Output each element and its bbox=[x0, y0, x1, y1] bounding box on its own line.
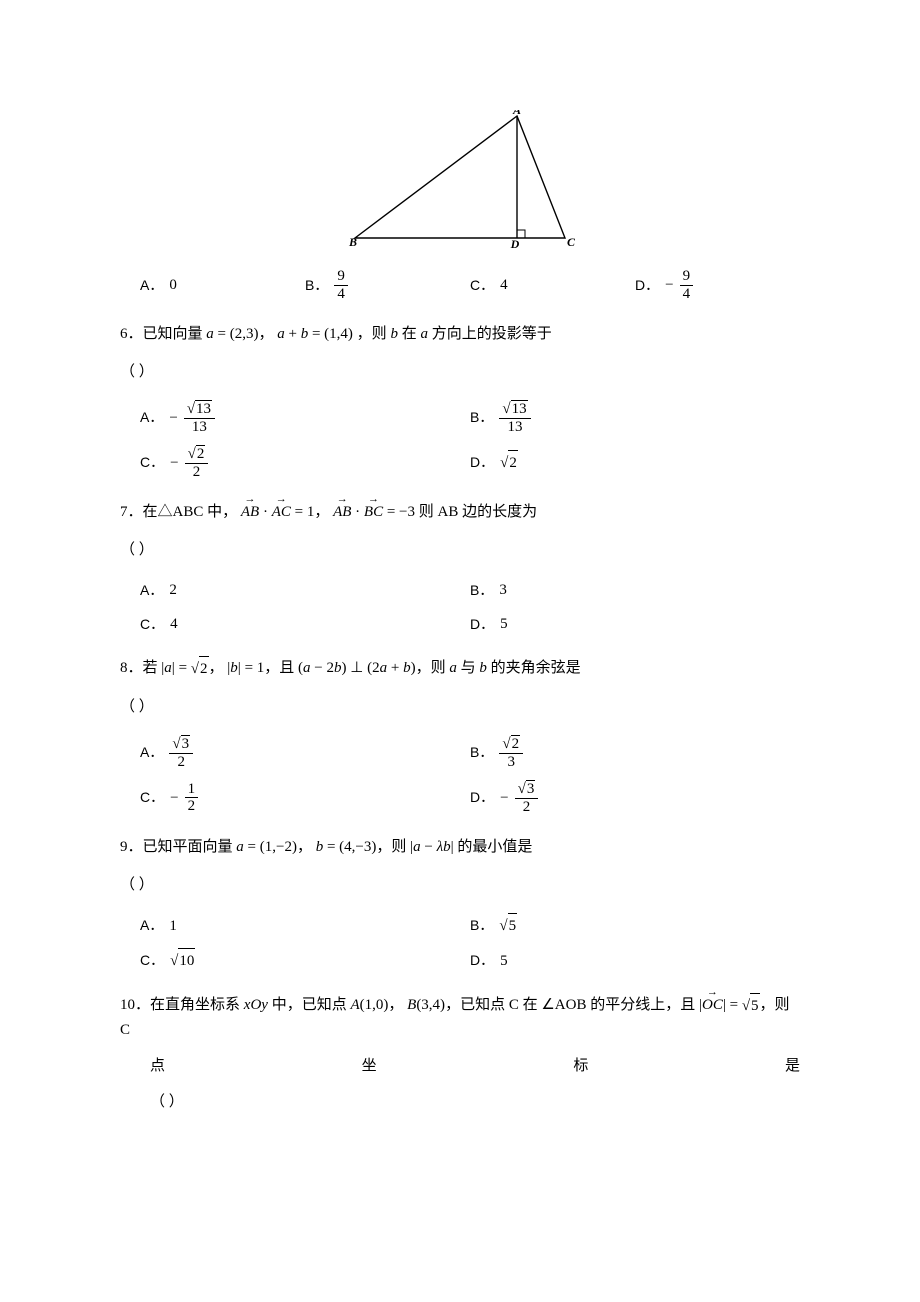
paren-blank: （ ） bbox=[120, 695, 800, 719]
option-c: C．4 bbox=[140, 612, 470, 636]
svg-text:C: C bbox=[567, 235, 575, 249]
paren-blank: （ ） bbox=[120, 360, 800, 384]
q9-options-row1: A．1 B．5 bbox=[120, 913, 800, 938]
question-10: 10．在直角坐标系 xOy 中，已知点 A(1,0)， B(3,4)，已知点 C… bbox=[120, 993, 800, 1114]
question-6: 6．已知向量 a = (2,3)， a + b = (1,4) ，则 b 在 a… bbox=[120, 322, 800, 480]
q8-options-row2: C． −12 D． −32 bbox=[120, 780, 800, 815]
option-c: C． −12 bbox=[140, 780, 470, 815]
option-c: C． 4 bbox=[470, 268, 635, 302]
question-9: 9．已知平面向量 a = (1,−2)， b = (4,−3)，则 a − λb… bbox=[120, 835, 800, 973]
q7-stem: 7．在△ABC 中， AB · AC = 1， AB · BC = −3 则 A… bbox=[120, 500, 800, 524]
q10-stem-line1: 10．在直角坐标系 xOy 中，已知点 A(1,0)， B(3,4)，已知点 C… bbox=[120, 993, 800, 1042]
svg-text:A: A bbox=[512, 110, 521, 117]
option-b: B． 94 bbox=[305, 268, 470, 302]
paren-blank: （ ） bbox=[120, 873, 800, 897]
option-d: D． −94 bbox=[635, 268, 800, 302]
q8-options-row1: A． 32 B． 23 bbox=[120, 735, 800, 770]
option-d: D．5 bbox=[470, 612, 800, 636]
q6-options-row1: A． −1313 B． 1313 bbox=[120, 400, 800, 435]
option-c: C． −22 bbox=[140, 445, 470, 480]
q9-stem: 9．已知平面向量 a = (1,−2)， b = (4,−3)，则 a − λb… bbox=[120, 835, 800, 859]
svg-text:D: D bbox=[510, 237, 520, 250]
q5-options: A． 0 B． 94 C． 4 D． −94 bbox=[120, 268, 800, 302]
option-a: A．2 bbox=[140, 578, 470, 602]
q7-options-row1: A．2 B．3 bbox=[120, 578, 800, 602]
question-7: 7．在△ABC 中， AB · AC = 1， AB · BC = −3 则 A… bbox=[120, 500, 800, 636]
option-c: C．10 bbox=[140, 948, 470, 973]
q6-stem: 6．已知向量 a = (2,3)， a + b = (1,4) ，则 b 在 a… bbox=[120, 322, 800, 346]
option-d: D． 2 bbox=[470, 445, 800, 480]
triangle-figure: A B C D bbox=[120, 110, 800, 258]
option-b: B． 1313 bbox=[470, 400, 800, 435]
q6-options-row2: C． −22 D． 2 bbox=[120, 445, 800, 480]
question-8: 8．若 a = 2， b = 1，且 (a − 2b) ⊥ (2a + b)，则… bbox=[120, 656, 800, 815]
option-b: B．3 bbox=[470, 578, 800, 602]
q9-options-row2: C．10 D．5 bbox=[120, 948, 800, 973]
option-b: B．5 bbox=[470, 913, 800, 938]
paren-blank: （ ） bbox=[120, 538, 800, 562]
option-b: B． 23 bbox=[470, 735, 800, 770]
q7-options-row2: C．4 D．5 bbox=[120, 612, 800, 636]
q10-stem-line2: 点 坐 标 是 bbox=[120, 1054, 800, 1078]
option-d: D． −32 bbox=[470, 780, 800, 815]
option-a: A． 32 bbox=[140, 735, 470, 770]
option-a: A． −1313 bbox=[140, 400, 470, 435]
q8-stem: 8．若 a = 2， b = 1，且 (a − 2b) ⊥ (2a + b)，则… bbox=[120, 656, 800, 681]
paren-blank: （ ） bbox=[120, 1090, 800, 1114]
option-a: A．1 bbox=[140, 913, 470, 938]
option-a: A． 0 bbox=[140, 268, 305, 302]
svg-text:B: B bbox=[348, 235, 357, 249]
option-d: D．5 bbox=[470, 948, 800, 973]
